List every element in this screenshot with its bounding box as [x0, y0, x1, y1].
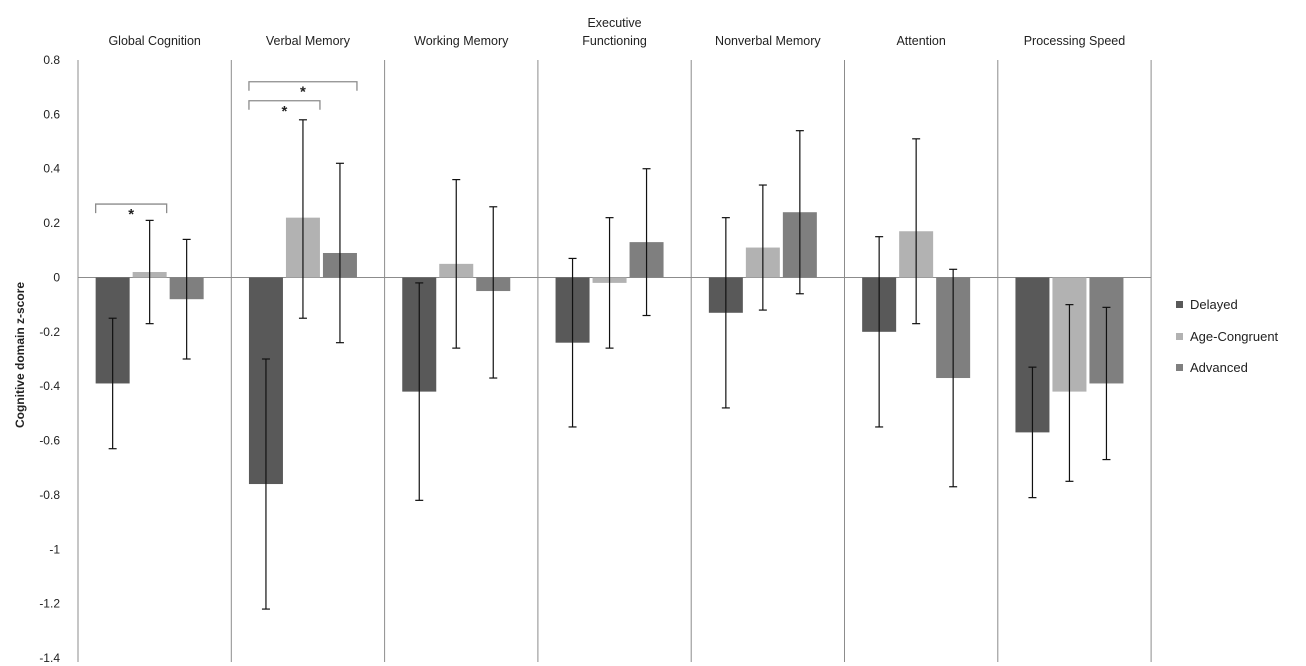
significance-star: *	[128, 206, 134, 223]
error-bars	[108, 119, 1111, 610]
legend-swatch	[1176, 301, 1183, 308]
y-tick-label: -0.6	[39, 434, 60, 448]
legend-swatch	[1176, 333, 1183, 340]
y-tick-label: -0.2	[39, 325, 60, 339]
y-tick-label: -1.4	[39, 651, 60, 665]
significance-star: *	[300, 84, 306, 101]
y-tick-label: 0.6	[43, 107, 60, 121]
significance-bracket	[95, 203, 168, 214]
significance-star: *	[282, 103, 288, 120]
category-label: Global Cognition	[108, 34, 200, 48]
significance-brackets: * * *	[95, 81, 358, 223]
legend-swatch	[1176, 364, 1183, 371]
y-tick-label: 0.8	[43, 53, 60, 67]
significance-bracket	[248, 100, 321, 110]
y-tick-label: 0.2	[43, 216, 60, 230]
category-label: Processing Speed	[1024, 34, 1126, 48]
legend-label: Age-Congruent	[1190, 329, 1279, 344]
y-tick-label: -1	[49, 542, 60, 556]
y-tick-label: -1.2	[39, 597, 60, 611]
category-label: Working Memory	[414, 34, 509, 48]
y-tick-label: -0.8	[39, 488, 60, 502]
category-labels: Global Cognition Verbal Memory Working Mem…	[108, 16, 1125, 48]
y-tick-label: -0.4	[39, 379, 60, 393]
category-label: Nonverbal Memory	[715, 34, 821, 48]
legend: Delayed Age-Congruent Advanced	[1176, 297, 1279, 375]
legend-label: Advanced	[1190, 360, 1248, 375]
category-label: Attention	[896, 34, 945, 48]
category-label: Functioning	[582, 34, 647, 48]
category-label: Executive	[587, 16, 641, 30]
y-tick-label: 0	[53, 270, 60, 284]
y-axis-label: Cognitive domain z-score	[13, 282, 27, 428]
y-axis-ticks: 0.8 0.6 0.4 0.2 0 -0.2 -0.4 -0.6 -0.8 -1 -1.2 -1.4	[39, 53, 60, 665]
y-tick-label: 0.4	[43, 162, 60, 176]
legend-label: Delayed	[1190, 297, 1238, 312]
category-separators	[77, 60, 1152, 662]
significance-bracket	[248, 81, 358, 91]
category-label: Verbal Memory	[266, 34, 351, 48]
